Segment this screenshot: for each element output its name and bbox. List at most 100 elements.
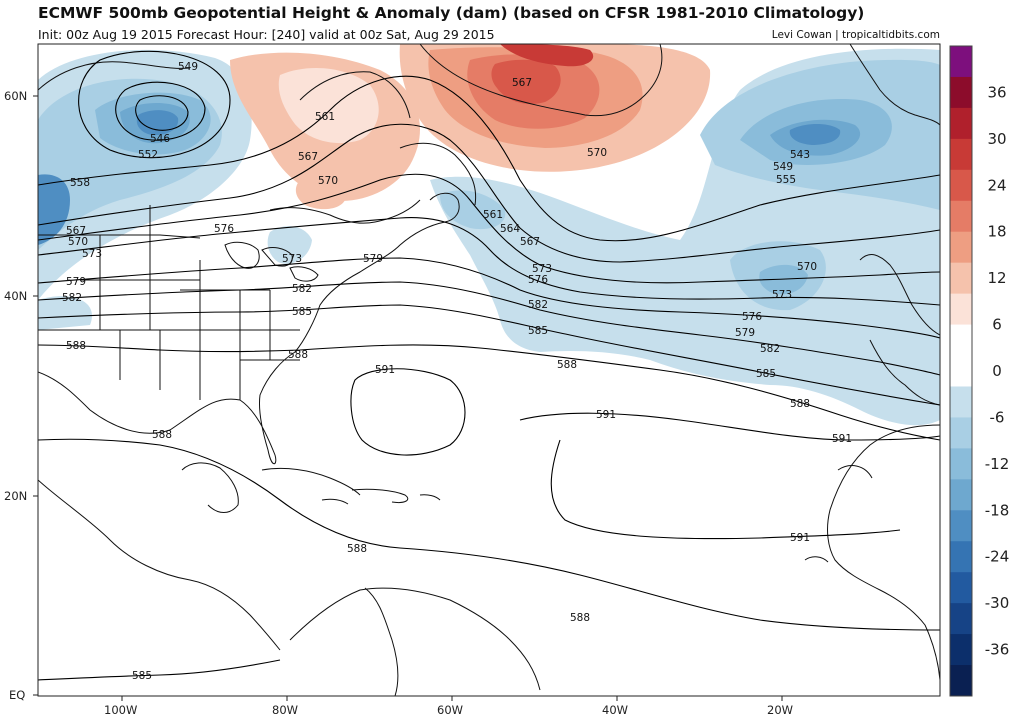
colorbar-swatch — [950, 293, 972, 326]
contour-label: 549 — [773, 161, 793, 173]
colorbar-tick-label: 6 — [992, 316, 1002, 334]
colorbar-swatch — [950, 324, 972, 357]
colorbar-tick-label: -30 — [985, 594, 1010, 612]
contour-label: 588 — [790, 398, 810, 410]
contour-label: 579 — [363, 253, 383, 265]
contour-label: 564 — [500, 223, 520, 235]
contour-label: 588 — [66, 340, 86, 352]
lon-label-40w: 40W — [602, 703, 628, 717]
contour-label: 573 — [532, 263, 552, 275]
lon-label-80w: 80W — [272, 703, 298, 717]
contour-label: 582 — [62, 292, 82, 304]
contour-label: 570 — [797, 261, 817, 273]
contour-label: 552 — [138, 149, 158, 161]
colorbar-tick-label: -36 — [985, 641, 1010, 659]
contour-label: 567 — [512, 77, 532, 89]
contour-label: 570 — [68, 236, 88, 248]
colorbar: 36 30 24 18 12 6 0 -6 -12 -18 -24 -30 -36 — [949, 45, 1010, 697]
colorbar-swatch — [950, 479, 972, 511]
contour-label: 591 — [596, 409, 616, 421]
contour-label: 585 — [756, 368, 776, 380]
contour-label: 549 — [178, 61, 198, 73]
colorbar-swatch — [950, 76, 972, 109]
contour-label: 579 — [66, 276, 86, 288]
colorbar-tick-label: 30 — [987, 130, 1006, 148]
contour-label: 582 — [528, 299, 548, 311]
credit-text: Levi Cowan | tropicaltidbits.com — [771, 29, 940, 41]
contour-label: 585 — [132, 670, 152, 682]
colorbar-swatch — [950, 510, 972, 542]
contour-label: 567 — [520, 236, 540, 248]
contour-labels: 549 546 552 558 561 567 570 567 570 543 … — [62, 61, 852, 682]
colorbar-tick-label: 24 — [987, 176, 1006, 194]
lat-label-40n: 40N — [4, 289, 27, 303]
latitude-labels: 60N 40N 20N EQ — [4, 89, 38, 702]
colorbar-swatch — [950, 665, 972, 697]
anomaly-shading — [38, 44, 940, 426]
contour-label: 591 — [790, 532, 810, 544]
contour-label: 570 — [318, 175, 338, 187]
contour-label: 561 — [315, 111, 335, 123]
contour-label: 582 — [760, 343, 780, 355]
contour-label: 579 — [735, 327, 755, 339]
contour-label: 573 — [772, 289, 792, 301]
contour-label: 567 — [298, 151, 318, 163]
contour-label: 588 — [152, 429, 172, 441]
lon-label-60w: 60W — [437, 703, 463, 717]
contour-label: 546 — [150, 133, 170, 145]
contour-label: 588 — [570, 612, 590, 624]
map-title: ECMWF 500mb Geopotential Height & Anomal… — [38, 4, 865, 22]
colorbar-tick-label: 18 — [987, 223, 1006, 241]
contour-label: 573 — [82, 248, 102, 260]
contour-label: 582 — [292, 283, 312, 295]
colorbar-swatch — [950, 169, 972, 202]
colorbar-tick-label: -18 — [985, 501, 1010, 519]
contour-label: 576 — [214, 223, 234, 235]
colorbar-swatch — [950, 541, 972, 573]
colorbar-swatch — [950, 355, 972, 387]
map-frame — [37, 43, 941, 697]
contour-label: 588 — [347, 543, 367, 555]
colorbar-swatch — [950, 634, 972, 666]
contour-label: 561 — [483, 209, 503, 221]
lat-label-20n: 20N — [4, 489, 27, 503]
colorbar-tick-label: 0 — [992, 362, 1002, 380]
map-subtitle: Init: 00z Aug 19 2015 Forecast Hour: [24… — [38, 27, 495, 42]
contour-label: 591 — [375, 364, 395, 376]
colorbar-swatch — [950, 231, 972, 264]
contour-label: 543 — [790, 149, 810, 161]
colorbar-swatch — [950, 448, 972, 480]
colorbar-swatch — [950, 417, 972, 449]
colorbar-swatch — [950, 386, 972, 418]
lon-label-20w: 20W — [767, 703, 793, 717]
contour-label: 588 — [288, 349, 308, 361]
colorbar-swatch — [950, 138, 972, 171]
contour-label: 576 — [528, 274, 548, 286]
colorbar-swatch — [950, 107, 972, 140]
colorbar-swatch — [950, 46, 972, 78]
height-contours — [38, 50, 940, 681]
contour-label: 585 — [528, 325, 548, 337]
colorbar-tick-label: -12 — [985, 455, 1010, 473]
colorbar-swatch — [950, 603, 972, 635]
colorbar-tick-label: -6 — [990, 408, 1005, 426]
contour-label: 567 — [66, 225, 86, 237]
contour-label: 570 — [587, 147, 607, 159]
lon-label-100w: 100W — [104, 703, 137, 717]
lat-label-60n: 60N — [4, 89, 27, 103]
longitude-labels: 100W 80W 60W 40W 20W — [104, 696, 793, 717]
colorbar-tick-label: 12 — [987, 269, 1006, 287]
lat-label-eq: EQ — [9, 688, 25, 702]
colorbar-swatch — [950, 572, 972, 604]
contour-label: 585 — [292, 306, 312, 318]
colorbar-swatch — [950, 200, 972, 233]
colorbar-swatch — [950, 262, 972, 295]
colorbar-tick-label: -24 — [985, 548, 1010, 566]
colorbar-tick-label: 36 — [987, 83, 1006, 101]
colorbar-frame — [949, 45, 973, 697]
contour-label: 576 — [742, 311, 762, 323]
contour-label: 573 — [282, 253, 302, 265]
contour-label: 588 — [557, 359, 577, 371]
contour-label: 555 — [776, 174, 796, 186]
